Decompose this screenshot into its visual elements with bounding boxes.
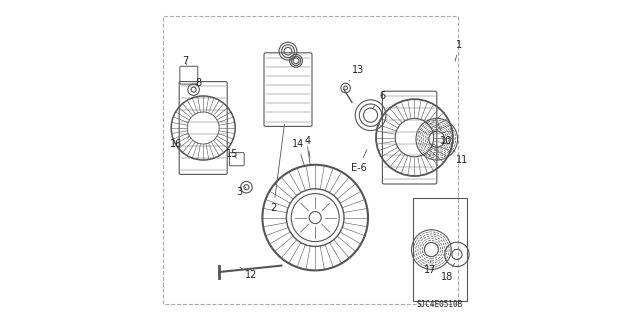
Text: SJC4E0510B: SJC4E0510B [416, 300, 462, 309]
Text: 1: 1 [455, 40, 462, 61]
Text: 11: 11 [453, 150, 468, 165]
Text: 13: 13 [349, 65, 364, 81]
Text: 14: 14 [291, 139, 305, 167]
Text: 10: 10 [438, 124, 452, 146]
Text: 12: 12 [240, 267, 257, 280]
Text: 16: 16 [170, 138, 189, 149]
Text: 15: 15 [226, 148, 239, 159]
Text: 4: 4 [304, 136, 310, 157]
Text: 3: 3 [236, 187, 246, 197]
Text: E-6: E-6 [351, 150, 367, 173]
Text: 8: 8 [195, 78, 202, 88]
Text: 2: 2 [271, 124, 284, 213]
Text: 17: 17 [424, 261, 436, 276]
Text: 18: 18 [440, 263, 454, 282]
Text: 7: 7 [182, 56, 189, 66]
Text: 6: 6 [373, 91, 385, 108]
